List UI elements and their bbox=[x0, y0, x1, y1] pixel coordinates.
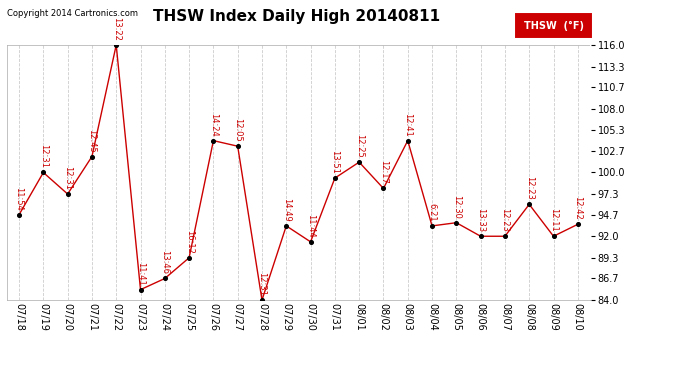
Point bbox=[426, 223, 437, 229]
Point bbox=[305, 239, 316, 245]
Point bbox=[548, 233, 559, 239]
Point bbox=[62, 191, 73, 197]
Text: Copyright 2014 Cartronics.com: Copyright 2014 Cartronics.com bbox=[7, 9, 138, 18]
Point bbox=[402, 138, 413, 144]
Text: 12:30: 12:30 bbox=[452, 195, 461, 219]
Point bbox=[159, 276, 170, 282]
Text: 12:25: 12:25 bbox=[355, 134, 364, 158]
Text: 14:24: 14:24 bbox=[209, 113, 218, 136]
Point bbox=[232, 143, 243, 149]
Point bbox=[354, 159, 365, 165]
Point bbox=[184, 255, 195, 261]
Text: 12:41: 12:41 bbox=[403, 113, 412, 136]
Text: 13:22: 13:22 bbox=[112, 17, 121, 41]
Text: 12:23: 12:23 bbox=[500, 208, 509, 232]
Text: 11:41: 11:41 bbox=[136, 262, 145, 285]
Point bbox=[378, 185, 389, 191]
Text: 12:45: 12:45 bbox=[88, 129, 97, 152]
Point bbox=[208, 138, 219, 144]
Point bbox=[257, 297, 268, 303]
Text: 13:51: 13:51 bbox=[331, 150, 339, 174]
Text: 6:21: 6:21 bbox=[428, 203, 437, 222]
Point bbox=[110, 42, 121, 48]
Text: 12:23: 12:23 bbox=[524, 176, 534, 200]
Text: 12:17: 12:17 bbox=[379, 160, 388, 184]
Text: 11:54: 11:54 bbox=[14, 187, 23, 211]
Point bbox=[86, 153, 97, 159]
Text: 13:46: 13:46 bbox=[160, 251, 169, 274]
Point bbox=[500, 233, 511, 239]
Point bbox=[38, 170, 49, 176]
Text: THSW Index Daily High 20140811: THSW Index Daily High 20140811 bbox=[153, 9, 440, 24]
Text: 11:44: 11:44 bbox=[306, 214, 315, 238]
Text: 13:33: 13:33 bbox=[476, 208, 485, 232]
Text: THSW  (°F): THSW (°F) bbox=[524, 21, 584, 31]
Point bbox=[135, 286, 146, 292]
Point bbox=[572, 221, 583, 227]
Text: 12:31: 12:31 bbox=[257, 272, 266, 296]
Point bbox=[329, 175, 340, 181]
Text: 12:31: 12:31 bbox=[63, 166, 72, 190]
Text: 16:12: 16:12 bbox=[185, 230, 194, 254]
Text: 12:42: 12:42 bbox=[573, 196, 582, 220]
Text: 14:49: 14:49 bbox=[282, 198, 290, 222]
Point bbox=[14, 212, 25, 218]
Point bbox=[281, 223, 292, 229]
Text: 12:31: 12:31 bbox=[39, 144, 48, 168]
Text: 12:11: 12:11 bbox=[549, 209, 558, 232]
Point bbox=[475, 233, 486, 239]
Text: 12:05: 12:05 bbox=[233, 118, 242, 142]
Point bbox=[524, 201, 535, 207]
Point bbox=[451, 220, 462, 226]
